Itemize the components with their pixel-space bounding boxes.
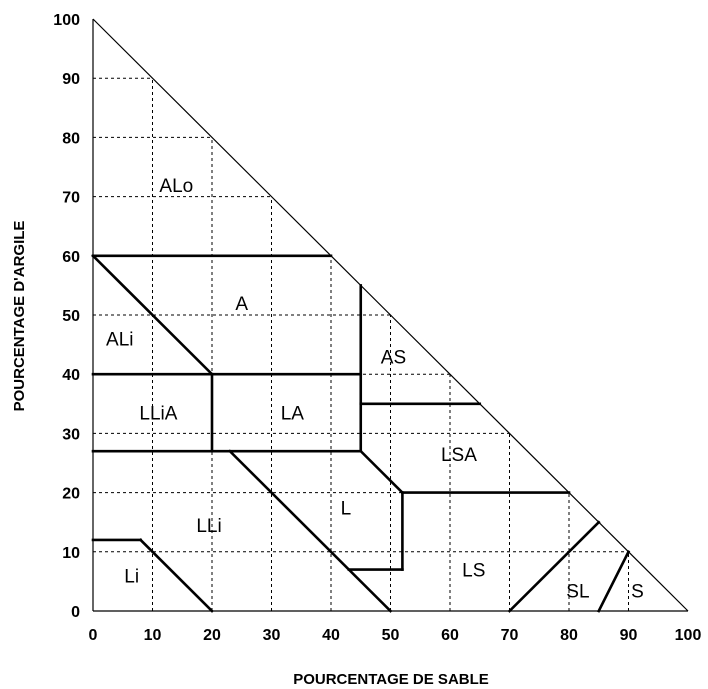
x-tick-labels: 0 10 20 30 40 50 60 70 80 90 100 — [89, 627, 702, 644]
zone-labels: ALo A ALi AS LLiA LA LSA L LLi Li LS SL S — [106, 176, 644, 603]
zone-label-as: AS — [381, 347, 406, 368]
zone-label-a: A — [235, 294, 248, 315]
hypotenuse-line — [92, 18, 689, 612]
zone-label-lli: LLi — [196, 516, 221, 537]
x-tick-label: 0 — [89, 627, 98, 644]
zone-boundary-line — [138, 538, 214, 613]
zone-label-sl: SL — [566, 581, 589, 602]
y-tick-label: 20 — [62, 486, 80, 503]
zone-label-la: LA — [281, 404, 305, 425]
zone-boundaries — [91, 253, 631, 613]
x-tick-label: 70 — [501, 627, 519, 644]
x-tick-label: 50 — [382, 627, 400, 644]
zone-boundary-line — [228, 449, 393, 613]
x-tick-label: 10 — [144, 627, 162, 644]
zone-label-l: L — [341, 498, 352, 519]
zone-label-ls: LS — [462, 561, 485, 582]
zone-boundary-line — [358, 449, 405, 495]
y-tick-labels: 0 10 20 30 40 50 60 70 80 90 100 — [53, 12, 80, 621]
x-tick-label: 80 — [560, 627, 578, 644]
x-axis-title: POURCENTAGE DE SABLE — [293, 671, 489, 688]
y-axis-title: POURCENTAGE D'ARGILE — [11, 221, 28, 412]
y-tick-label: 50 — [62, 308, 80, 325]
x-tick-label: 100 — [675, 627, 702, 644]
zone-label-alo: ALo — [159, 176, 193, 197]
zone-boundary-line — [91, 253, 214, 377]
zone-label-ali: ALi — [106, 330, 133, 351]
zone-label-llia: LLiA — [139, 404, 177, 425]
x-tick-label: 90 — [620, 627, 638, 644]
zone-boundary-line — [507, 520, 601, 613]
x-tick-label: 60 — [441, 627, 459, 644]
y-tick-label: 40 — [62, 367, 80, 384]
y-tick-label: 80 — [62, 130, 80, 147]
y-tick-label: 10 — [62, 545, 80, 562]
y-tick-label: 30 — [62, 426, 80, 443]
zone-boundary-line — [597, 550, 631, 613]
y-tick-label: 100 — [53, 12, 80, 29]
zone-label-s: S — [631, 581, 644, 602]
x-tick-label: 40 — [322, 627, 340, 644]
y-tick-label: 70 — [62, 190, 80, 207]
x-tick-label: 30 — [263, 627, 281, 644]
y-tick-label: 0 — [71, 604, 80, 621]
zone-label-lsa: LSA — [441, 445, 477, 466]
x-tick-label: 20 — [203, 627, 221, 644]
y-tick-label: 90 — [62, 71, 80, 88]
zone-label-li: Li — [124, 566, 139, 587]
y-tick-label: 60 — [62, 249, 80, 266]
